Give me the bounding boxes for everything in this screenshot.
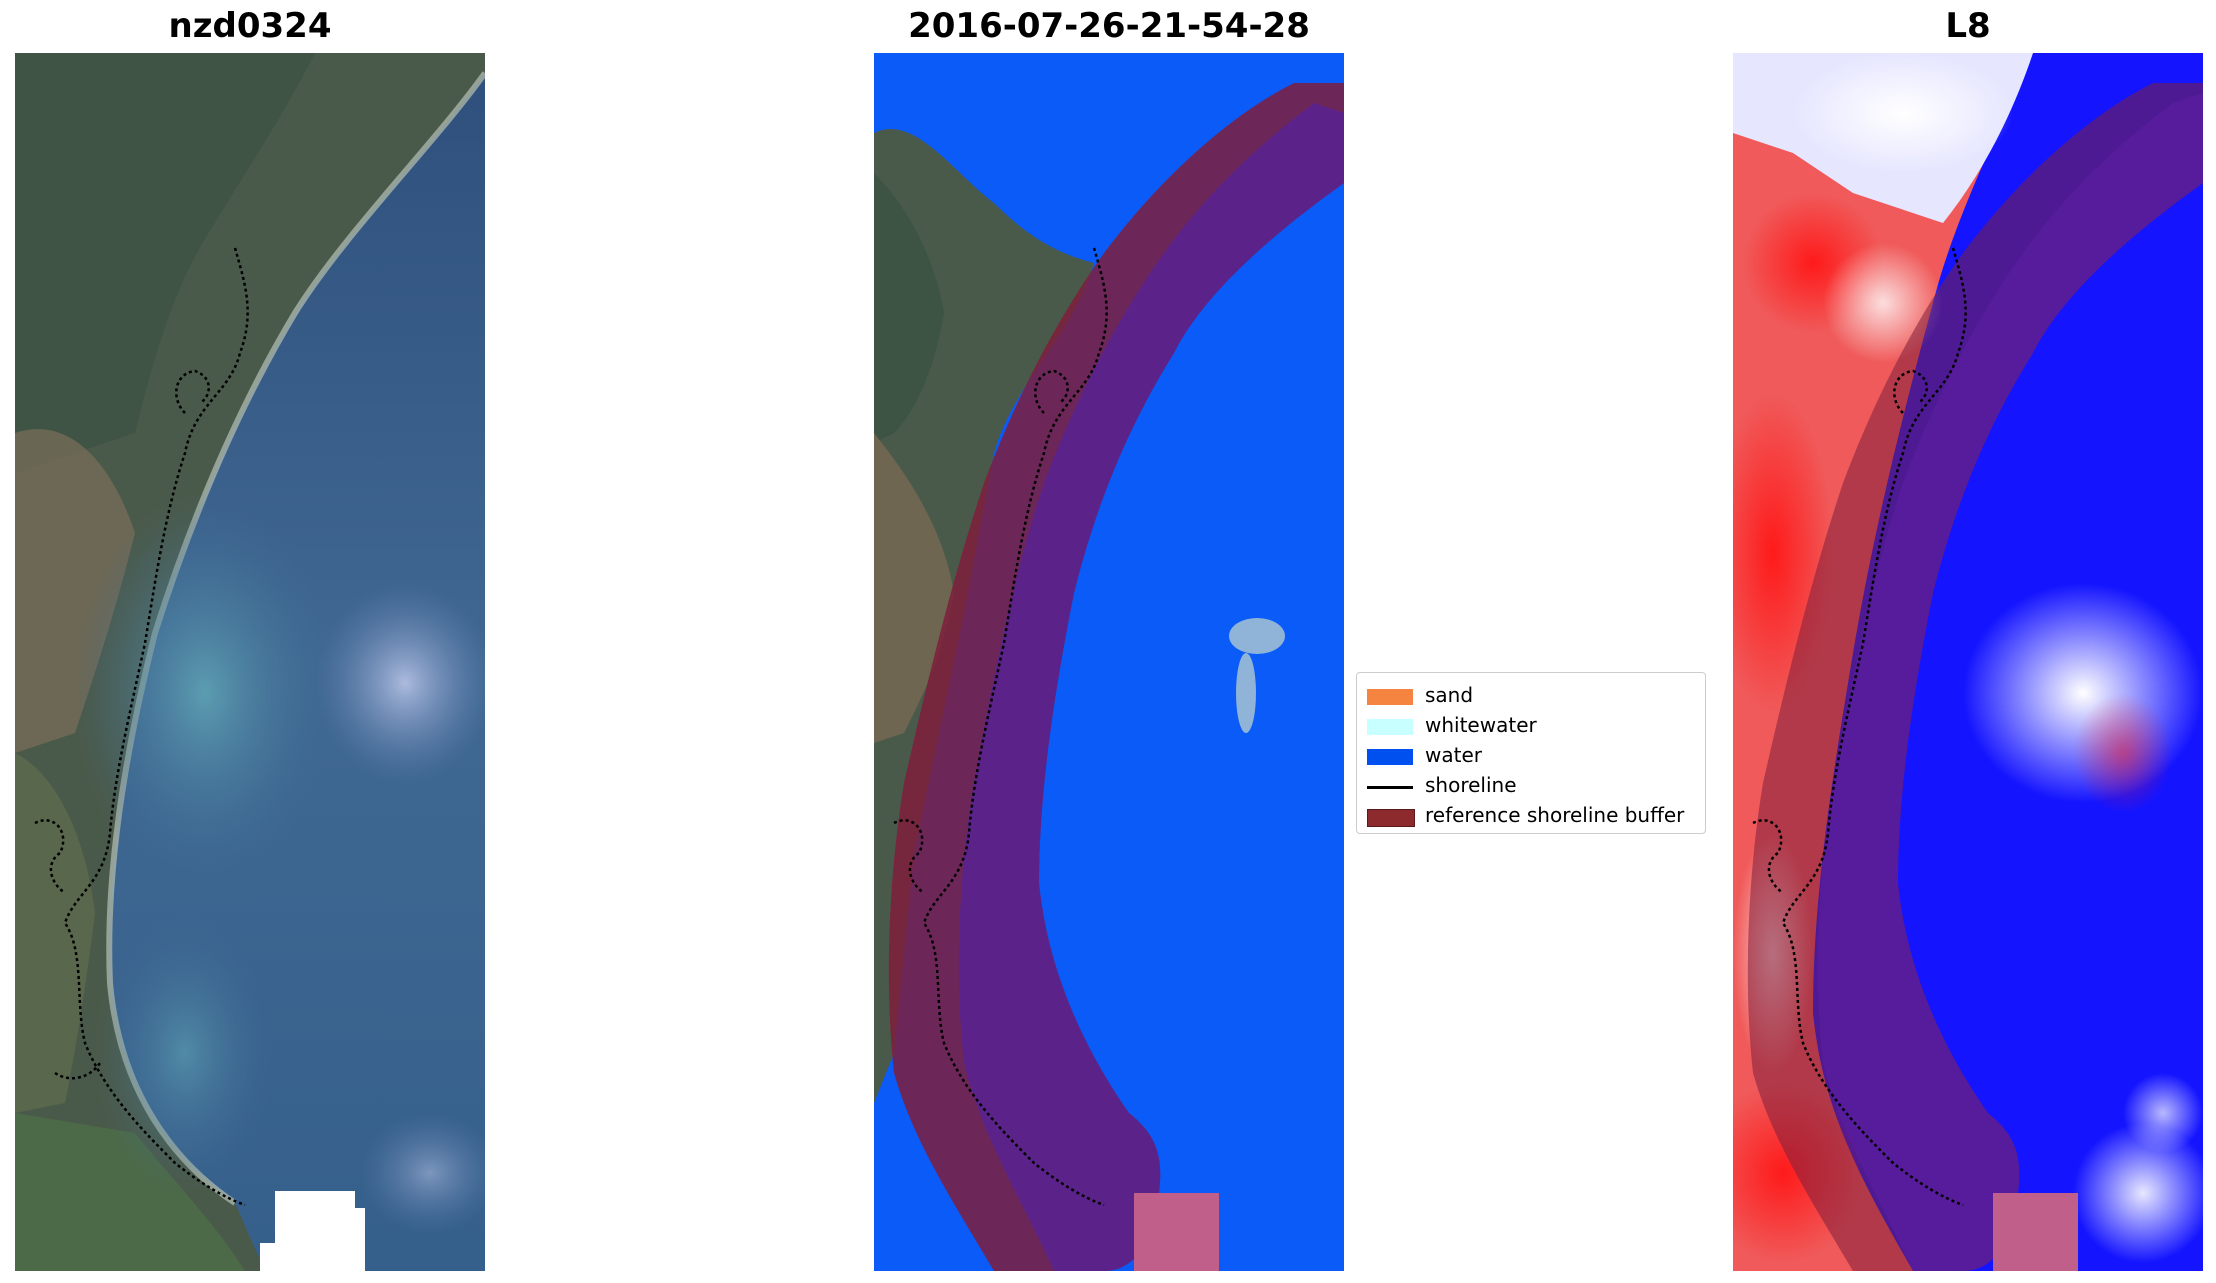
legend-label-buffer: reference shoreline buffer (1425, 803, 1685, 827)
legend-swatch-buffer (1367, 809, 1415, 827)
panel-title-classified: 2016-07-26-21-54-28 (908, 6, 1310, 46)
index-image (1733, 53, 2203, 1271)
legend-swatch-water (1367, 749, 1413, 765)
panel-title-index: L8 (1945, 6, 1991, 46)
legend-label-whitewater: whitewater (1425, 713, 1537, 737)
legend-swatch-shoreline (1367, 786, 1413, 789)
legend-item-buffer: reference shoreline buffer (1357, 801, 1705, 831)
classified-image (874, 53, 1344, 1271)
legend-item-whitewater: whitewater (1357, 711, 1705, 741)
legend-swatch-whitewater (1367, 719, 1413, 735)
legend-label-sand: sand (1425, 683, 1474, 707)
legend-item-sand: sand (1357, 681, 1705, 711)
legend: sand whitewater water shoreline referenc… (1356, 672, 1706, 834)
legend-label-water: water (1425, 743, 1482, 767)
legend-item-shoreline: shoreline (1357, 771, 1705, 801)
legend-item-water: water (1357, 741, 1705, 771)
rgb-satellite-image (15, 53, 485, 1271)
panel-title-rgb: nzd0324 (168, 6, 332, 46)
legend-swatch-sand (1367, 689, 1413, 705)
legend-label-shoreline: shoreline (1425, 773, 1517, 797)
